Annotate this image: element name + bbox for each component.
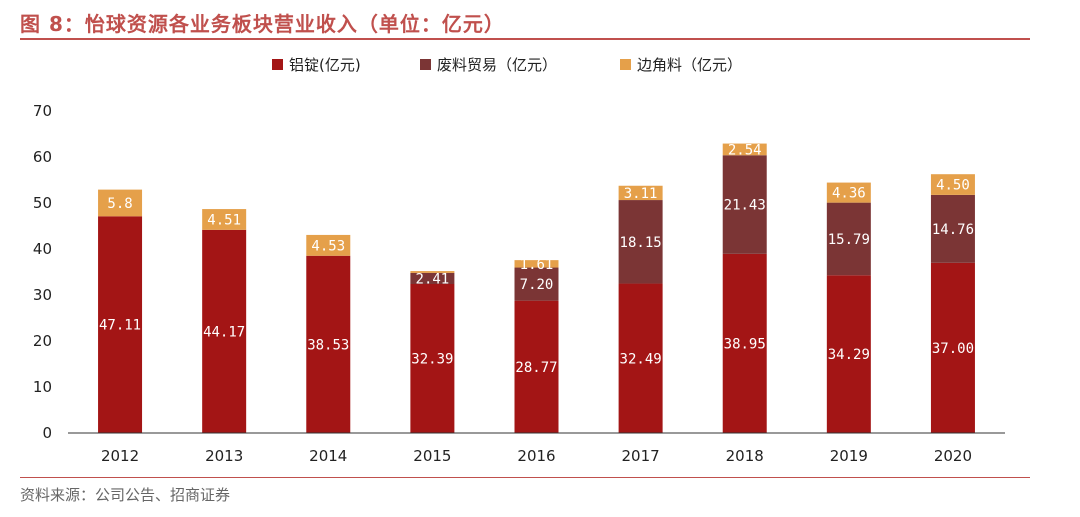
y-tick-label: 50 <box>33 194 52 212</box>
data-label: 32.49 <box>620 351 662 367</box>
title-divider <box>20 38 1030 40</box>
data-label: 7.20 <box>520 277 554 293</box>
source-divider <box>20 477 1030 478</box>
bar-segment <box>202 209 247 230</box>
data-label: 34.29 <box>828 347 870 363</box>
legend-label: 铝锭(亿元) <box>289 56 361 74</box>
y-tick-label: 20 <box>33 332 52 350</box>
x-tick-label: 2018 <box>726 447 764 465</box>
bar-segment <box>618 200 663 284</box>
data-label: 5.8 <box>107 196 132 212</box>
bar-segment <box>826 182 871 203</box>
bar-segment <box>722 143 767 156</box>
chart-title: 图 8：怡球资源各业务板块营业收入（单位：亿元） <box>20 12 505 36</box>
bar-segment <box>826 202 871 276</box>
bar-segment <box>98 189 143 217</box>
data-label: 38.53 <box>307 337 349 353</box>
data-label: 37.00 <box>932 341 974 357</box>
legend-label: 边角料（亿元） <box>637 56 742 74</box>
stacked-bar-chart: 铝锭(亿元) 废料贸易（亿元） 边角料（亿元） 0 10 20 30 40 50 60 70 47… <box>33 56 1005 465</box>
bar-segment <box>514 260 559 268</box>
bar-segment <box>826 275 871 433</box>
source-note: 资料来源：公司公告、招商证券 <box>20 486 231 504</box>
bar-segment <box>98 216 143 433</box>
bar-segment <box>410 272 455 285</box>
x-tick-label: 2020 <box>934 447 972 465</box>
y-tick-label: 40 <box>33 240 52 258</box>
data-label: 18.15 <box>620 235 662 251</box>
x-tick-label: 2015 <box>413 447 451 465</box>
x-tick-label: 2019 <box>830 447 868 465</box>
data-label: 4.53 <box>311 238 345 254</box>
y-tick-label: 30 <box>33 286 52 304</box>
x-tick-label: 2017 <box>622 447 660 465</box>
data-label: 2.41 <box>416 271 450 287</box>
x-tick-label: 2016 <box>517 447 555 465</box>
bar-segment <box>930 262 975 433</box>
bar-segment <box>514 267 559 301</box>
data-label: 4.36 <box>832 186 866 202</box>
bar-segment <box>514 300 559 433</box>
bar-segment <box>618 283 663 433</box>
y-tick-label: 70 <box>33 102 52 120</box>
legend: 铝锭(亿元) 废料贸易（亿元） 边角料（亿元） <box>272 56 742 74</box>
data-label: 4.50 <box>936 178 970 194</box>
x-tick-label: 2012 <box>101 447 139 465</box>
legend-swatch <box>272 59 283 70</box>
bar-segment <box>202 229 247 433</box>
data-label: 3.11 <box>624 186 658 202</box>
x-tick-label: 2013 <box>205 447 243 465</box>
data-label: 1.61 <box>520 257 554 273</box>
bar-segment <box>410 284 455 433</box>
data-label: 21.43 <box>724 198 766 214</box>
bars: 47.11 5.8 44.17 4.51 38.53 4.53 32.39 2.41 28.77… <box>98 142 975 433</box>
y-tick-label: 10 <box>33 378 52 396</box>
bar-segment <box>306 234 351 256</box>
data-label: 44.17 <box>203 324 245 340</box>
legend-swatch <box>420 59 431 70</box>
bar-segment <box>306 255 351 433</box>
y-tick-label: 0 <box>42 424 52 442</box>
data-label: 28.77 <box>515 360 557 376</box>
bar-segment <box>722 155 767 254</box>
y-tick-label: 60 <box>33 148 52 166</box>
legend-swatch <box>620 59 631 70</box>
x-tick-label: 2014 <box>309 447 347 465</box>
bar-segment <box>618 185 663 201</box>
bar-segment <box>722 253 767 433</box>
data-label: 47.11 <box>99 318 141 334</box>
bar-segment <box>930 194 975 263</box>
bar-segment <box>410 271 455 273</box>
data-label: 15.79 <box>828 232 870 248</box>
x-axis: 2012 2013 2014 2015 2016 2017 2018 2019 2020 <box>68 432 1005 465</box>
data-label: 32.39 <box>411 352 453 368</box>
bar-segment <box>930 174 975 195</box>
data-label: 4.51 <box>207 212 241 228</box>
legend-label: 废料贸易（亿元） <box>437 56 557 74</box>
data-label: 14.76 <box>932 222 974 238</box>
data-label: 38.95 <box>724 336 766 352</box>
y-axis: 0 10 20 30 40 50 60 70 <box>33 102 52 442</box>
data-label: 2.54 <box>728 142 762 158</box>
